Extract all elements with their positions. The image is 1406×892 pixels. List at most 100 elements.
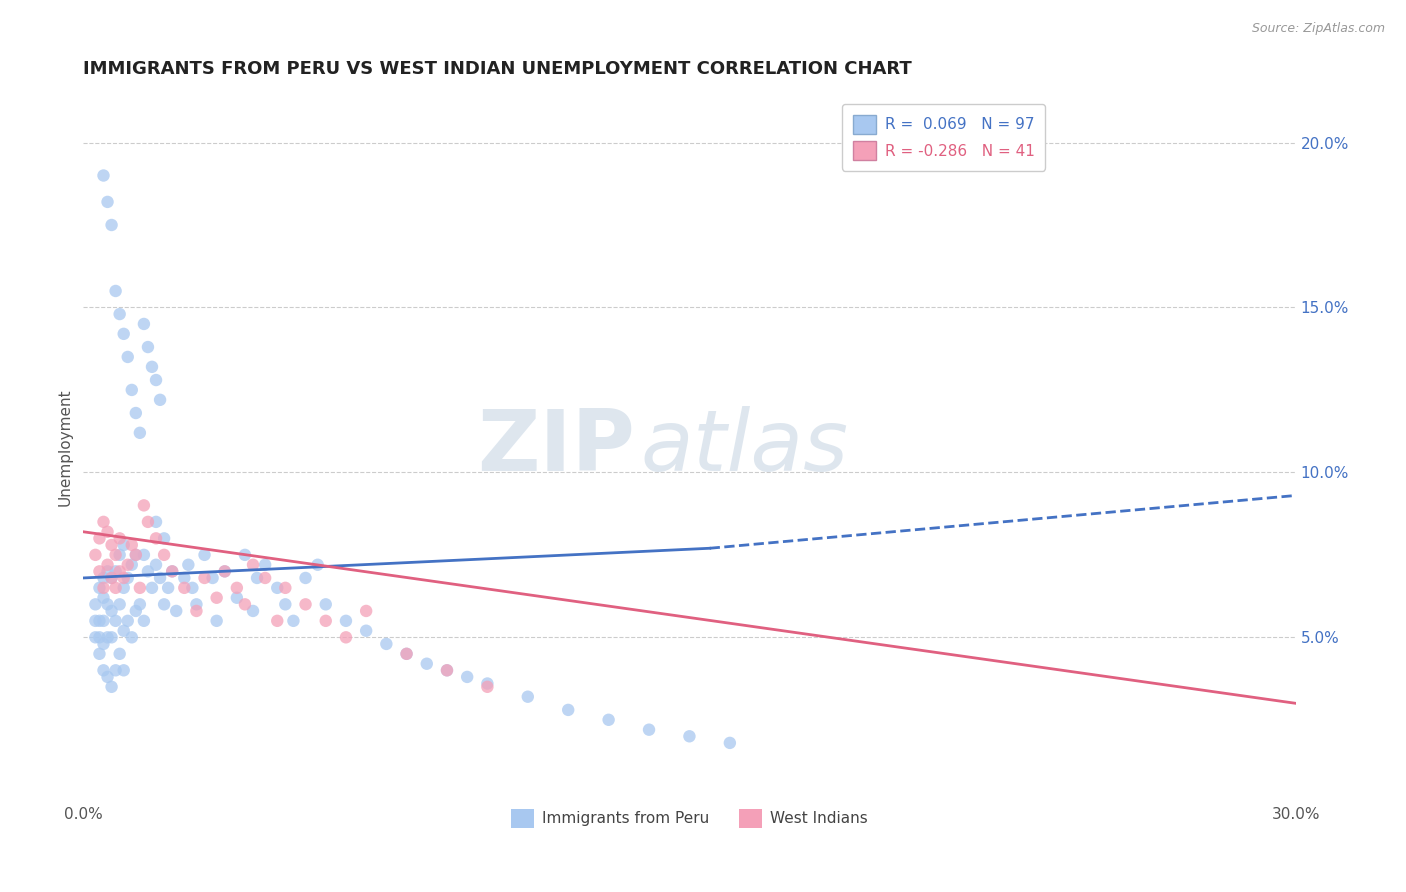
Point	[205, 614, 228, 628]
Point	[173, 581, 195, 595]
Point	[274, 581, 297, 595]
Point	[93, 515, 115, 529]
Point	[233, 598, 256, 612]
Point	[477, 680, 499, 694]
Point	[395, 647, 418, 661]
Point	[93, 614, 115, 628]
Point	[96, 630, 118, 644]
Point	[225, 591, 247, 605]
Point	[117, 350, 139, 364]
Point	[283, 614, 305, 628]
Point	[108, 598, 131, 612]
Text: ZIP: ZIP	[477, 406, 636, 489]
Point	[104, 548, 127, 562]
Point	[104, 581, 127, 595]
Point	[112, 571, 135, 585]
Point	[225, 581, 247, 595]
Point	[121, 538, 143, 552]
Point	[100, 218, 122, 232]
Point	[117, 558, 139, 572]
Point	[149, 392, 172, 407]
Point	[104, 284, 127, 298]
Point	[100, 571, 122, 585]
Text: IMMIGRANTS FROM PERU VS WEST INDIAN UNEMPLOYMENT CORRELATION CHART: IMMIGRANTS FROM PERU VS WEST INDIAN UNEM…	[83, 60, 912, 78]
Point	[242, 558, 264, 572]
Point	[117, 614, 139, 628]
Point	[354, 624, 377, 638]
Point	[100, 571, 122, 585]
Point	[294, 598, 316, 612]
Point	[145, 373, 167, 387]
Point	[108, 548, 131, 562]
Point	[557, 703, 579, 717]
Point	[112, 538, 135, 552]
Point	[100, 604, 122, 618]
Y-axis label: Unemployment: Unemployment	[58, 389, 72, 507]
Point	[638, 723, 661, 737]
Point	[205, 591, 228, 605]
Point	[266, 581, 288, 595]
Point	[136, 565, 159, 579]
Point	[477, 676, 499, 690]
Point	[104, 614, 127, 628]
Point	[84, 548, 107, 562]
Point	[214, 565, 236, 579]
Point	[436, 663, 458, 677]
Point	[678, 729, 700, 743]
Point	[96, 524, 118, 539]
Point	[173, 571, 195, 585]
Text: atlas: atlas	[641, 406, 849, 489]
Text: Source: ZipAtlas.com: Source: ZipAtlas.com	[1251, 22, 1385, 36]
Point	[718, 736, 741, 750]
Point	[145, 515, 167, 529]
Point	[160, 565, 183, 579]
Point	[128, 425, 150, 440]
Point	[201, 571, 224, 585]
Point	[186, 604, 208, 618]
Point	[96, 598, 118, 612]
Point	[193, 571, 215, 585]
Point	[84, 614, 107, 628]
Point	[132, 317, 155, 331]
Point	[89, 647, 111, 661]
Point	[117, 571, 139, 585]
Point	[242, 604, 264, 618]
Point	[153, 598, 176, 612]
Point	[354, 604, 377, 618]
Point	[121, 383, 143, 397]
Point	[108, 307, 131, 321]
Point	[96, 565, 118, 579]
Point	[104, 565, 127, 579]
Point	[315, 598, 337, 612]
Point	[132, 548, 155, 562]
Point	[89, 581, 111, 595]
Point	[416, 657, 439, 671]
Point	[160, 565, 183, 579]
Point	[121, 630, 143, 644]
Point	[112, 326, 135, 341]
Point	[128, 598, 150, 612]
Point	[96, 670, 118, 684]
Point	[254, 558, 277, 572]
Point	[149, 571, 172, 585]
Point	[315, 614, 337, 628]
Point	[112, 663, 135, 677]
Point	[181, 581, 204, 595]
Point	[598, 713, 620, 727]
Point	[93, 571, 115, 585]
Point	[274, 598, 297, 612]
Point	[307, 558, 329, 572]
Legend: Immigrants from Peru, West Indians: Immigrants from Peru, West Indians	[505, 803, 875, 834]
Point	[96, 558, 118, 572]
Point	[84, 630, 107, 644]
Point	[136, 340, 159, 354]
Point	[141, 581, 163, 595]
Point	[100, 630, 122, 644]
Point	[108, 565, 131, 579]
Point	[128, 581, 150, 595]
Point	[89, 532, 111, 546]
Point	[93, 581, 115, 595]
Point	[254, 571, 277, 585]
Point	[96, 194, 118, 209]
Point	[100, 538, 122, 552]
